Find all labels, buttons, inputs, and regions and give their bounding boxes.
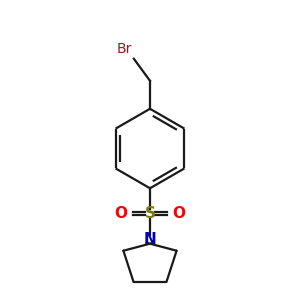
Text: O: O [173,206,186,221]
Text: O: O [114,206,127,221]
Text: Br: Br [117,42,132,56]
Text: N: N [144,232,156,247]
Text: S: S [145,206,155,221]
